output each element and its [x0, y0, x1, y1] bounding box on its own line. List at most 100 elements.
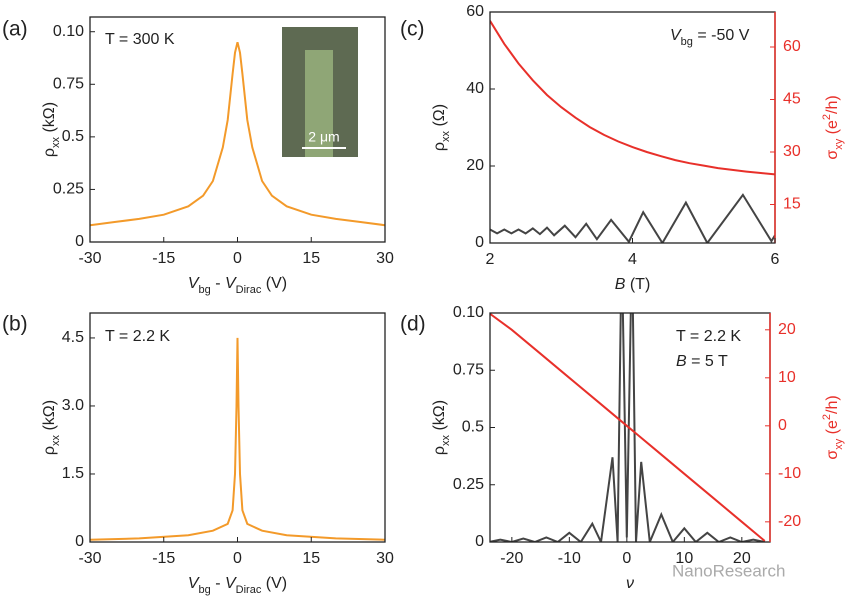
x-axis-label-part: -	[211, 275, 225, 292]
annotation: Vbg = -50 V	[670, 27, 750, 48]
annotation-part: = -50 V	[693, 27, 750, 44]
x-tick-label: -10	[558, 550, 581, 567]
y-axis-label: ρxx (kΩ)	[41, 400, 62, 455]
y-tick-label: 0.75	[53, 76, 84, 93]
x-axis-label-part: B	[615, 276, 626, 293]
data-line	[490, 313, 766, 542]
x-tick-label: 0	[622, 550, 631, 567]
data-line	[490, 20, 775, 176]
annotation: B = 5 T	[676, 353, 728, 370]
annotation-part: T = 2.2 K	[105, 328, 170, 345]
y2-axis-label-part: /h)	[824, 395, 841, 414]
y-axis-label-part: xx	[440, 434, 452, 446]
y-tick-label: 0	[75, 533, 84, 550]
x-tick-label: 0	[233, 550, 242, 567]
y2-axis-label-part: (e	[824, 420, 841, 439]
y-axis-label: ρxx (kΩ)	[431, 400, 452, 455]
y-tick-label: 0.5	[62, 128, 84, 145]
y-tick-label: 0.25	[53, 181, 84, 198]
x-axis-label-part: ν	[626, 575, 634, 592]
x-axis-label-part: bg	[199, 584, 211, 596]
y-tick-label: 0.75	[453, 361, 484, 378]
x-tick-label: 30	[376, 250, 394, 267]
y-tick-label: 0.25	[453, 476, 484, 493]
y-axis-label-part: (kΩ)	[431, 400, 448, 435]
y2-tick-label: 20	[778, 321, 796, 338]
y-axis-label-part: xx	[440, 130, 452, 142]
y2-tick-label: 60	[783, 38, 801, 55]
y2-tick-label: -10	[778, 465, 801, 482]
y2-tick-label: 30	[783, 143, 801, 160]
annotation-part: = 5 T	[687, 353, 728, 370]
data-line	[490, 193, 775, 243]
x-axis-label: ν	[626, 575, 634, 592]
annotation: T = 2.2 K	[105, 328, 170, 345]
x-tick-label: -30	[78, 250, 101, 267]
y2-tick-label: 0	[778, 417, 787, 434]
y-axis-label-part: (kΩ)	[41, 400, 58, 435]
y2-axis-label-part: σ	[824, 450, 841, 460]
data-line	[90, 41, 385, 227]
x-axis-label-part: (V)	[261, 575, 287, 592]
y-axis-label-part: ρ	[431, 142, 448, 151]
x-tick-label: 20	[733, 550, 751, 567]
y-axis-label-part: xx	[50, 434, 62, 446]
panel-label: (a)	[2, 18, 28, 41]
x-tick-label: 0	[233, 250, 242, 267]
y-tick-label: 1.5	[62, 465, 84, 482]
y-axis-label: ρxx (Ω)	[431, 104, 452, 151]
annotation-part: V	[670, 27, 682, 44]
x-axis-label-part: (V)	[261, 275, 287, 292]
y2-axis-label-part: (e	[824, 120, 841, 139]
y-axis-label-part: (kΩ)	[41, 102, 58, 137]
x-tick-label: -15	[152, 250, 175, 267]
y2-axis-label-part: xy	[833, 138, 845, 150]
annotation: T = 300 K	[105, 31, 175, 48]
y-tick-label: 0	[75, 233, 84, 250]
x-axis-label-part: (T)	[625, 276, 650, 293]
x-tick-label: 2	[486, 251, 495, 268]
y-tick-label: 0.10	[53, 23, 84, 40]
y-axis-label-part: ρ	[41, 446, 58, 455]
x-axis-label-part: -	[211, 575, 225, 592]
x-axis-label-part: Dirac	[236, 284, 262, 296]
y-axis-label-part: ρ	[41, 148, 58, 157]
y-tick-label: 0	[475, 234, 484, 251]
data-line	[90, 337, 385, 541]
annotation: T = 2.2 K	[676, 328, 741, 345]
y2-axis-label-part: 2	[821, 114, 833, 120]
x-axis-label: Vbg - VDirac (V)	[188, 275, 287, 296]
y-axis-label-part: (Ω)	[431, 104, 448, 131]
y2-tick-label: 10	[778, 369, 796, 386]
x-axis-label-part: bg	[199, 284, 211, 296]
y-tick-label: 3.0	[62, 397, 84, 414]
y-axis-label-part: ρ	[431, 446, 448, 455]
y-tick-label: 0.5	[462, 419, 484, 436]
x-axis-label: Vbg - VDirac (V)	[188, 575, 287, 596]
inset-label: 2 μm	[308, 129, 339, 145]
y-tick-label: 0	[475, 533, 484, 550]
x-axis-label-part: Dirac	[236, 584, 262, 596]
watermark: NanoResearch	[672, 561, 785, 580]
x-tick-label: 30	[376, 550, 394, 567]
x-tick-label: -15	[152, 550, 175, 567]
y2-axis-label-part: xy	[833, 438, 845, 450]
x-tick-label: -30	[78, 550, 101, 567]
annotation-part: bg	[681, 36, 693, 48]
x-axis-label-part: V	[225, 575, 237, 592]
x-tick-label: 10	[675, 550, 693, 567]
y-axis-label-part: xx	[50, 136, 62, 148]
x-tick-label: -20	[500, 550, 523, 567]
y-tick-label: 20	[466, 157, 484, 174]
panel-label: (b)	[2, 313, 28, 336]
y-tick-label: 40	[466, 80, 484, 97]
y-tick-label: 4.5	[62, 329, 84, 346]
panel-label: (d)	[400, 313, 426, 336]
annotation-part: B	[676, 353, 687, 370]
x-axis-label: B (T)	[615, 276, 651, 293]
y-tick-label: 0.10	[453, 304, 484, 321]
x-tick-label: 6	[771, 251, 780, 268]
y2-axis-label-part: /h)	[824, 95, 841, 114]
inset-bar	[305, 50, 333, 157]
